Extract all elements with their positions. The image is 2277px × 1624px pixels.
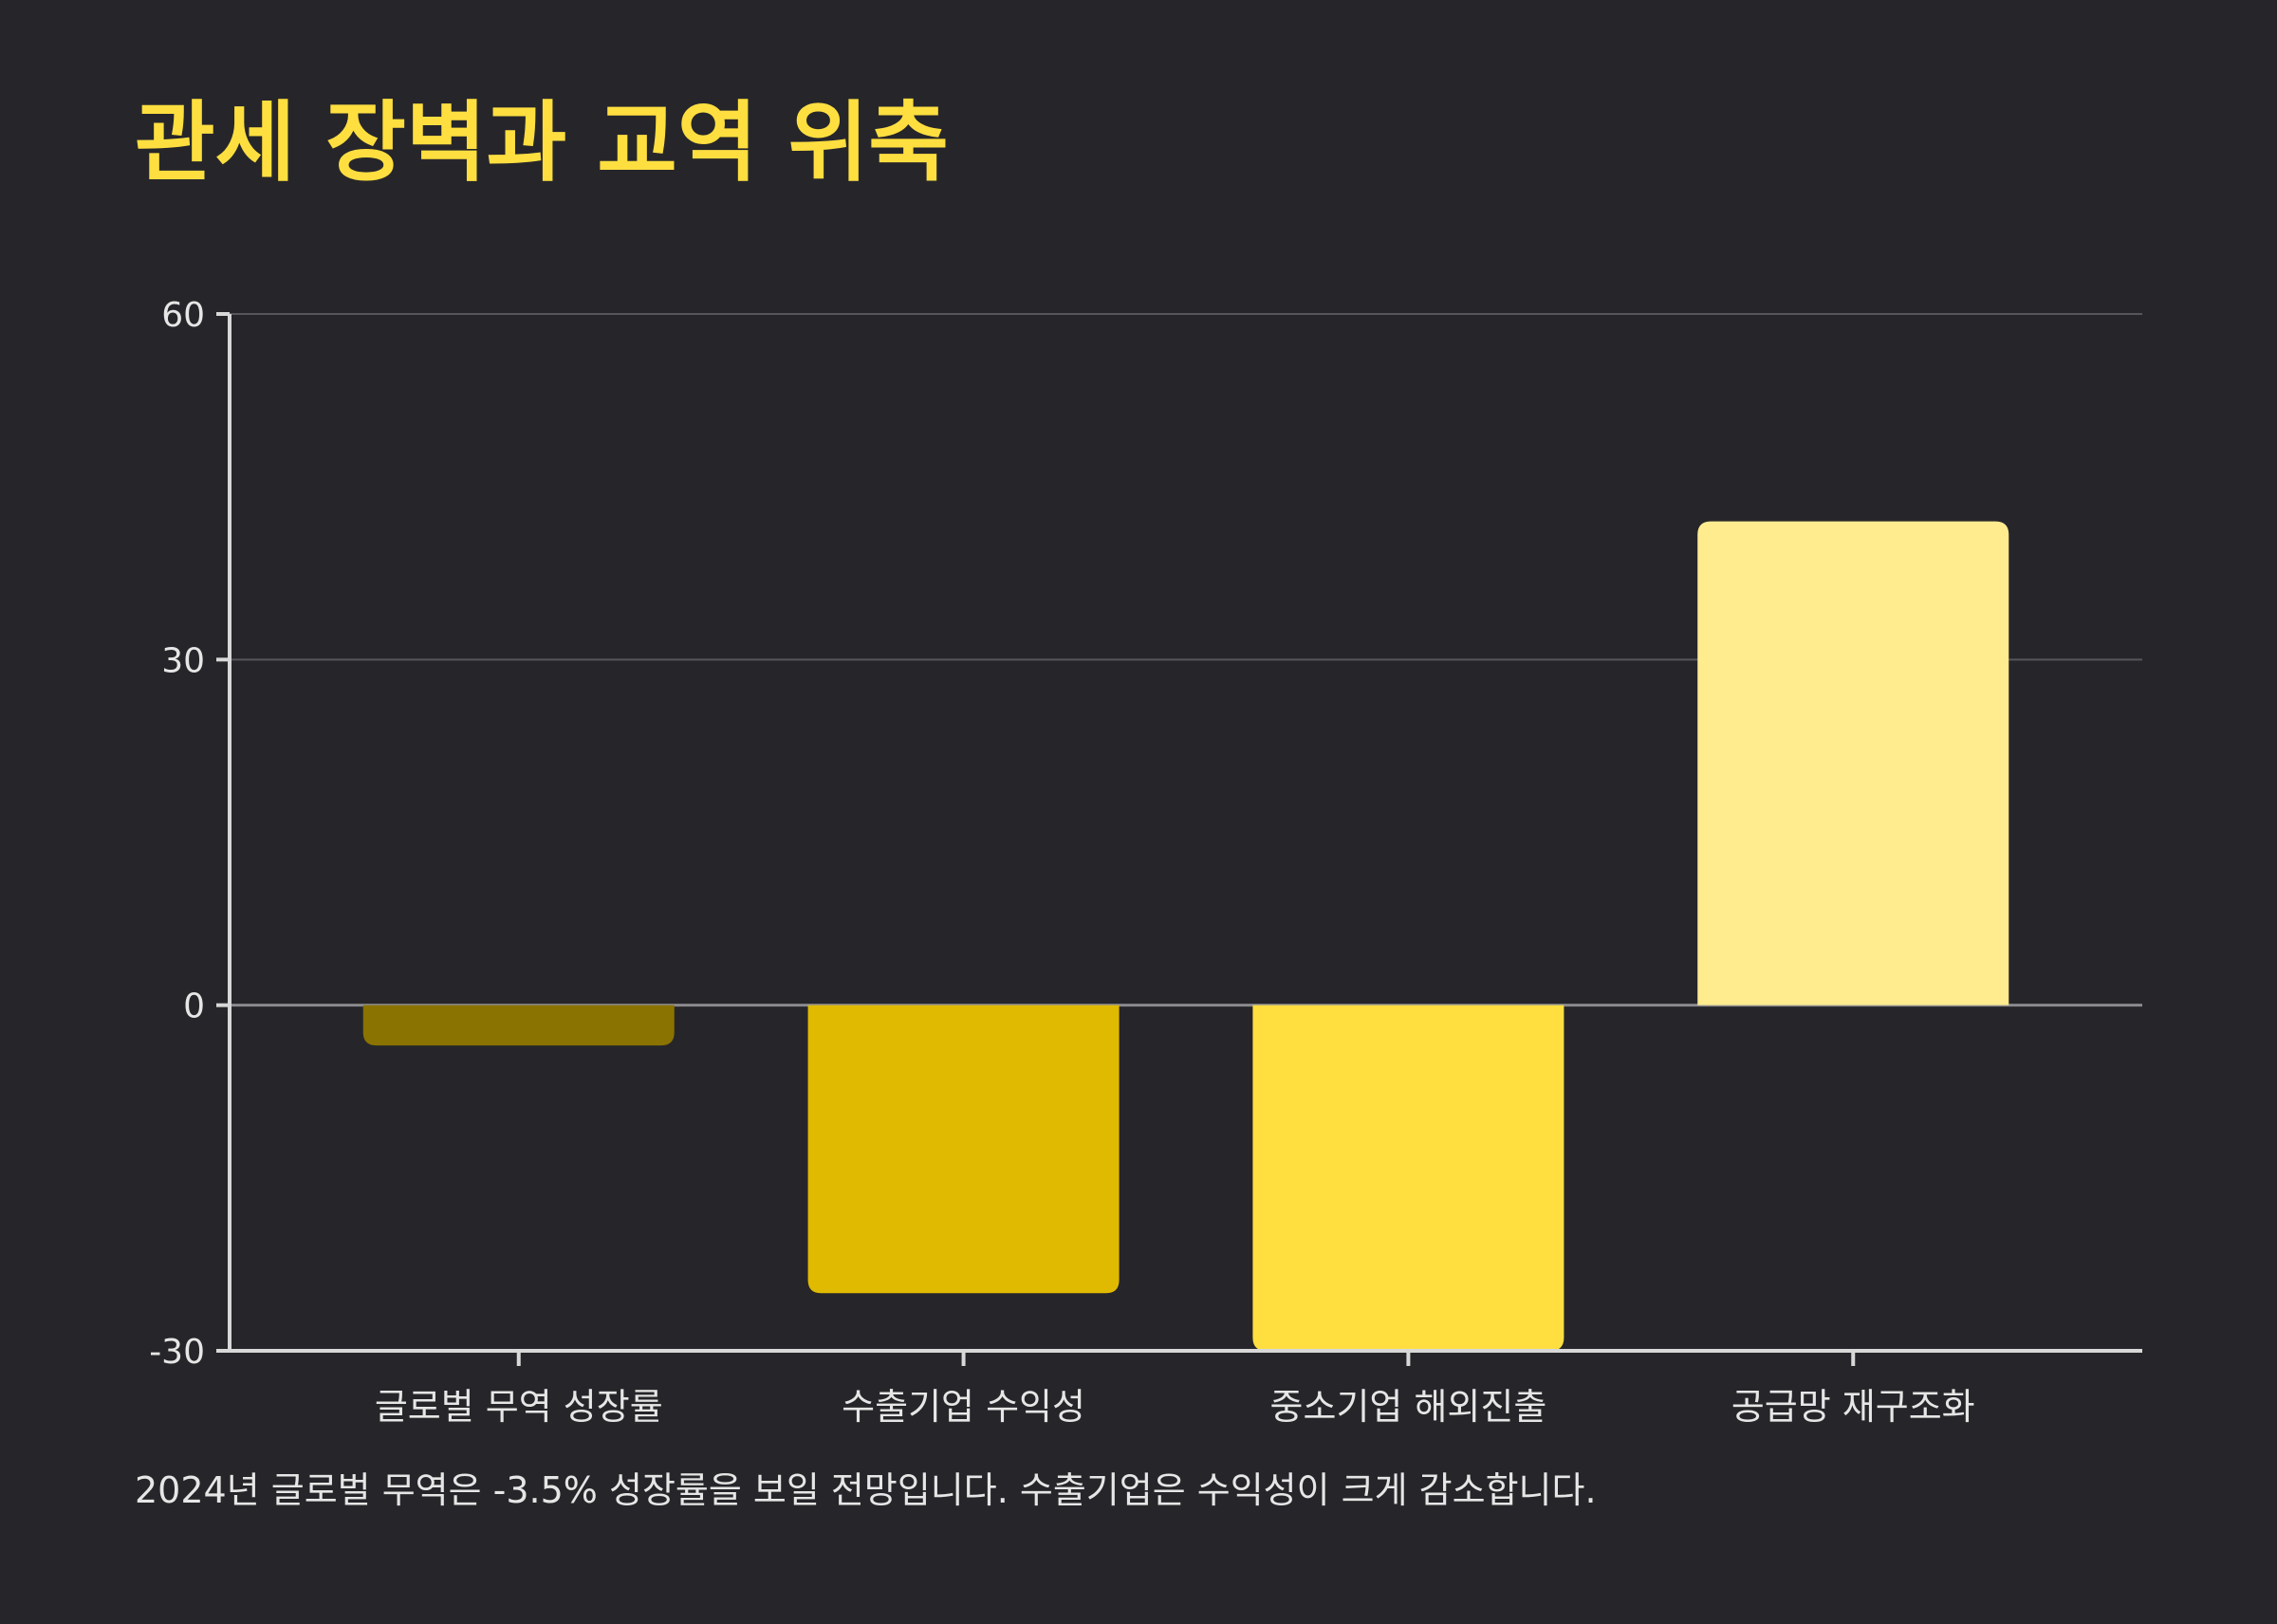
axes — [228, 314, 2142, 1353]
chart-caption: 2024년 글로벌 무역은 -3.5% 성장률을 보일 전망입니다. 수출기업은… — [135, 1469, 1597, 1511]
x-axis-ticks: 글로벌 무역 성장률 수출기업 수익성 중소기업 해외진출 공급망 재구조화 — [375, 1351, 1975, 1428]
x-tick-label: 중소기업 해외진출 — [1270, 1386, 1547, 1428]
y-tick-label: 30 — [161, 641, 205, 680]
chart-title: 관세 장벽과 교역 위축 — [135, 92, 949, 194]
y-axis-ticks: -30 0 30 60 — [149, 296, 230, 1372]
bar — [1697, 521, 2009, 1006]
bars — [362, 521, 2009, 1351]
x-tick-label: 글로벌 무역 성장률 — [375, 1386, 663, 1428]
y-tick-label: -30 — [149, 1333, 205, 1372]
y-tick-label: 0 — [183, 987, 205, 1026]
bar — [362, 1005, 675, 1046]
x-tick-label: 공급망 재구조화 — [1731, 1386, 1975, 1428]
bar — [1252, 1005, 1564, 1351]
bar — [807, 1005, 1120, 1294]
y-tick-label: 60 — [161, 296, 205, 335]
x-tick-label: 수출기업 수익성 — [842, 1386, 1085, 1428]
